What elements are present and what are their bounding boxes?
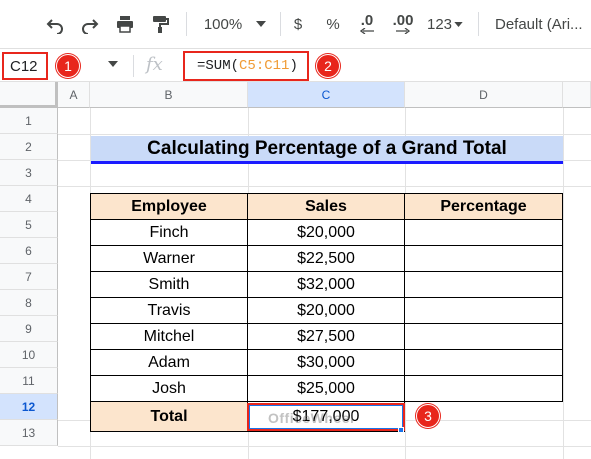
more-formats-select[interactable]: 123 (424, 10, 466, 38)
callout-badge-2: 2 (316, 54, 340, 78)
chevron-down-icon[interactable] (108, 61, 118, 67)
cell-sales[interactable]: $32,000 (247, 271, 405, 298)
sheet-title[interactable]: Calculating Percentage of a Grand Total (91, 136, 563, 164)
name-box[interactable]: C12 (2, 52, 48, 80)
column-header-d[interactable]: D (405, 82, 563, 108)
cell-percentage[interactable] (404, 375, 563, 402)
header-percentage[interactable]: Percentage (404, 193, 563, 220)
header-employee[interactable]: Employee (90, 193, 248, 220)
select-all-corner[interactable] (0, 82, 58, 108)
cell-employee[interactable]: Warner (90, 245, 248, 272)
cell-employee[interactable]: Finch (90, 219, 248, 246)
row-header-12[interactable]: 12 (0, 394, 58, 420)
cell-percentage[interactable] (404, 323, 563, 350)
formula-suffix: ) (289, 58, 298, 74)
cell-employee[interactable]: Smith (90, 271, 248, 298)
row-header-13[interactable]: 13 (0, 420, 58, 446)
total-label[interactable]: Total (90, 401, 248, 432)
gridline (58, 446, 591, 447)
formula-bar-divider (133, 55, 134, 77)
decrease-decimal-label: .0 (360, 12, 374, 29)
cell-percentage[interactable] (404, 219, 563, 246)
callout-badge-3: 3 (416, 404, 440, 428)
cell-sales[interactable]: $20,000 (247, 297, 405, 324)
row-header-11[interactable]: 11 (0, 368, 58, 394)
header-sales[interactable]: Sales (247, 193, 405, 220)
row-header-9[interactable]: 9 (0, 316, 58, 342)
arrow-right-icon (396, 28, 410, 34)
row-header-4[interactable]: 4 (0, 186, 58, 212)
cell-percentage[interactable] (404, 349, 563, 376)
increase-decimal-label: .00 (392, 12, 414, 29)
font-family-select[interactable]: Default (Ari... (495, 10, 591, 38)
arrow-left-icon (360, 28, 374, 34)
total-value-cell[interactable]: $177,000 (247, 401, 405, 432)
row-header-7[interactable]: 7 (0, 264, 58, 290)
cell-sales[interactable]: $25,000 (247, 375, 405, 402)
cell-sales[interactable]: $30,000 (247, 349, 405, 376)
row-header-2[interactable]: 2 (0, 134, 58, 160)
currency-label: $ (293, 15, 303, 33)
gridline (58, 134, 591, 135)
column-header-e[interactable] (563, 82, 591, 108)
cell-sales[interactable]: $22,500 (247, 245, 405, 272)
cell-percentage[interactable] (404, 271, 563, 298)
fx-icon: fx (146, 54, 163, 75)
number-format-label: 123 (426, 15, 453, 33)
cell-sales[interactable]: $20,000 (247, 219, 405, 246)
font-family-value: Default (Ari... (495, 15, 583, 33)
toolbar-divider (280, 12, 281, 36)
formula-range: C5:C11 (239, 58, 290, 74)
fill-handle[interactable] (398, 427, 404, 433)
row-header-1[interactable]: 1 (0, 108, 58, 134)
gridline (58, 186, 591, 187)
formula-bar: C12 1 fx =SUM(C5:C11) 2 (0, 48, 591, 82)
chevron-down-icon (256, 21, 267, 27)
row-header-3[interactable]: 3 (0, 160, 58, 186)
row-header-5[interactable]: 5 (0, 212, 58, 238)
row-header-6[interactable]: 6 (0, 238, 58, 264)
toolbar-divider (478, 12, 479, 36)
percent-format-button[interactable]: % (324, 10, 342, 38)
zoom-value: 100% (203, 15, 243, 33)
active-cell-border (249, 405, 403, 429)
column-header-c[interactable]: C (248, 82, 405, 108)
print-icon[interactable] (114, 10, 136, 38)
chevron-down-icon (454, 21, 463, 27)
redo-icon[interactable] (79, 10, 101, 38)
cell-sales[interactable]: $27,500 (247, 323, 405, 350)
cell-employee[interactable]: Adam (90, 349, 248, 376)
row-header-10[interactable]: 10 (0, 342, 58, 368)
toolbar-divider (186, 12, 187, 36)
cell-employee[interactable]: Travis (90, 297, 248, 324)
cell-percentage[interactable] (404, 245, 563, 272)
cell-percentage[interactable] (404, 297, 563, 324)
increase-decimal-button[interactable]: .00 (390, 10, 416, 38)
cell-employee[interactable]: Mitchel (90, 323, 248, 350)
watermark-logo: OfficeWheel (268, 410, 355, 426)
formula-input[interactable]: =SUM(C5:C11) (183, 51, 309, 81)
highlight-box (247, 403, 405, 431)
column-header-b[interactable]: B (90, 82, 248, 108)
row-header-8[interactable]: 8 (0, 290, 58, 316)
currency-format-button[interactable]: $ (290, 10, 306, 38)
paint-format-icon[interactable] (149, 10, 171, 38)
decrease-decimal-button[interactable]: .0 (356, 10, 378, 38)
undo-icon[interactable] (44, 10, 66, 38)
cell-reference: C12 (10, 57, 38, 75)
gridline (563, 108, 564, 459)
zoom-select[interactable]: 100% (200, 10, 270, 38)
column-header-a[interactable]: A (58, 82, 90, 108)
callout-badge-1: 1 (56, 54, 80, 78)
toolbar: 100% $ % .0 .00 123 Default (Ari... (0, 0, 591, 48)
cell-employee[interactable]: Josh (90, 375, 248, 402)
percent-label: % (326, 15, 340, 33)
formula-prefix: =SUM( (197, 58, 240, 74)
